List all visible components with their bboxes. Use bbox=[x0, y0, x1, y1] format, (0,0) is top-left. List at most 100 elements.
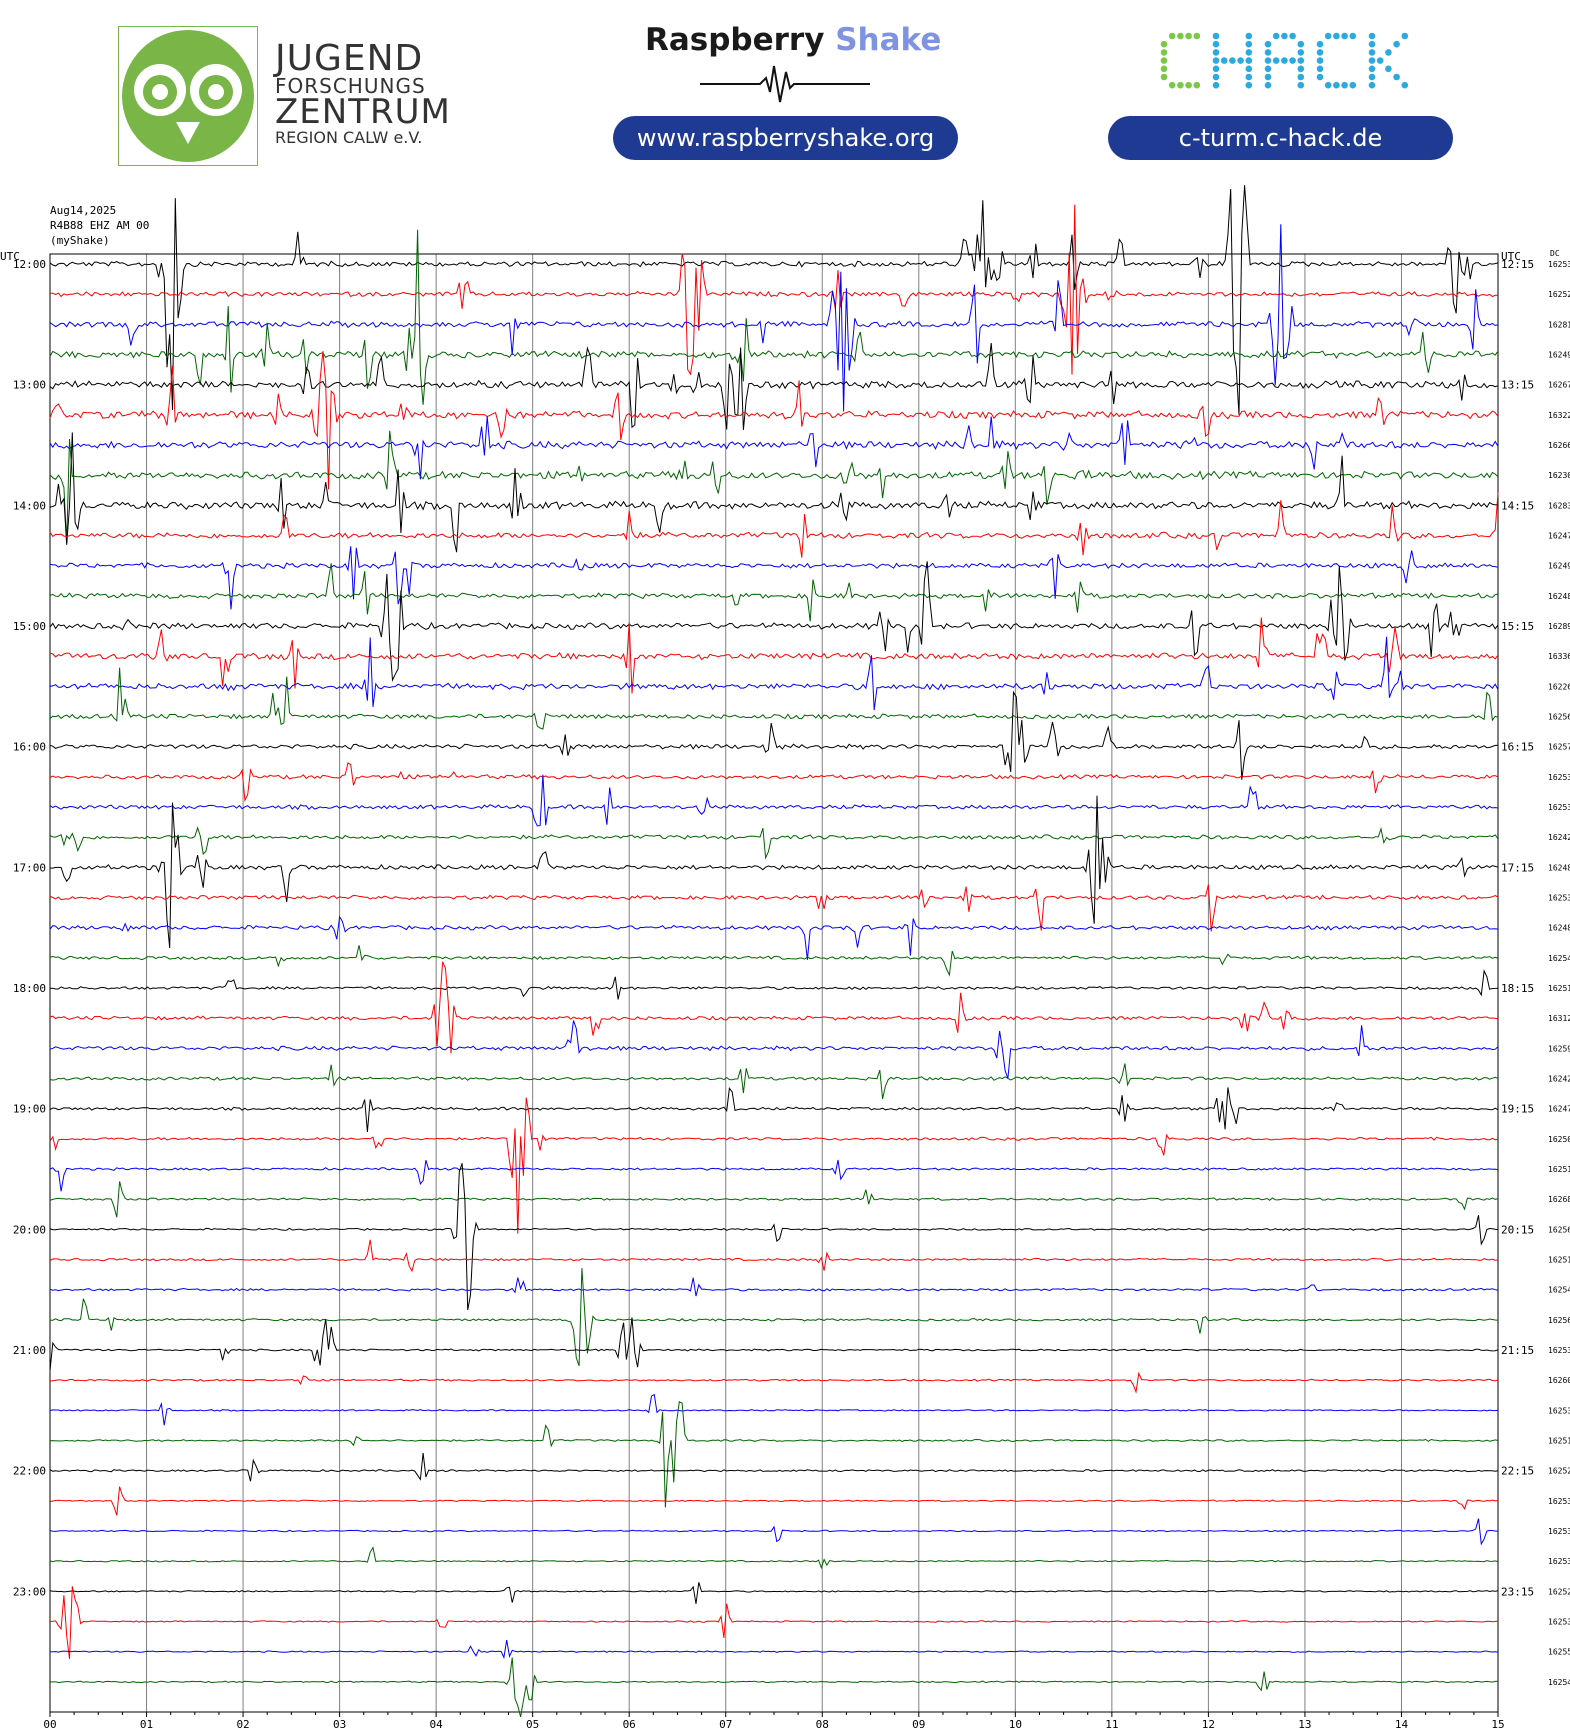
right-time-label: 20:15 bbox=[1501, 1223, 1534, 1236]
trace-line bbox=[49, 1546, 1499, 1570]
x-tick-label: 00 bbox=[43, 1718, 56, 1731]
chack-logo-dot bbox=[1376, 57, 1384, 64]
jfz-line3: ZENTRUM bbox=[275, 92, 451, 132]
trace-line bbox=[49, 1087, 1499, 1132]
dc-value: 16254 bbox=[1548, 1678, 1570, 1687]
dc-value: 16226 bbox=[1548, 682, 1570, 691]
x-axis-label: TIME (MINUTES) bbox=[708, 1730, 801, 1732]
dc-value: 16252 bbox=[1548, 290, 1570, 299]
chack-logo-dot bbox=[1393, 73, 1400, 81]
dc-value: 16252 bbox=[1548, 1467, 1570, 1476]
dc-value: 16260 bbox=[1548, 1376, 1570, 1385]
raspberryshake-url-pill[interactable]: www.raspberryshake.org bbox=[613, 116, 958, 160]
trace-line bbox=[49, 416, 1499, 480]
x-tick-label: 08 bbox=[816, 1718, 829, 1731]
chack-logo-dot bbox=[1324, 81, 1332, 89]
trace-line bbox=[49, 1063, 1499, 1100]
trace-line bbox=[49, 1181, 1499, 1218]
dc-value: 16248 bbox=[1548, 592, 1570, 601]
trace-line bbox=[49, 1163, 1499, 1311]
left-time-label: 12:00 bbox=[13, 258, 46, 271]
chack-logo-dot bbox=[1160, 40, 1168, 48]
dc-value: 16254 bbox=[1548, 1286, 1570, 1295]
chack-logo-dot bbox=[1272, 32, 1280, 40]
chart-grid bbox=[49, 253, 1499, 1717]
trace-line bbox=[49, 774, 1499, 827]
left-time-label: 23:00 bbox=[13, 1585, 46, 1598]
dc-value: 16255 bbox=[1548, 1648, 1570, 1657]
chack-logo-dot bbox=[1185, 32, 1192, 40]
dc-value: 16253 bbox=[1548, 1406, 1570, 1415]
jfz-line2: FORSCHUNGS bbox=[275, 74, 426, 98]
dc-value: 16251 bbox=[1548, 1256, 1570, 1265]
chack-url-pill[interactable]: c-turm.c-hack.de bbox=[1108, 116, 1453, 160]
trace-line bbox=[49, 915, 1499, 960]
dc-value: 16250 bbox=[1548, 1135, 1570, 1144]
chack-logo-dot bbox=[1177, 81, 1184, 89]
trace-line bbox=[49, 1239, 1499, 1273]
chack-logo-dot bbox=[1297, 73, 1305, 81]
trace-line bbox=[49, 1020, 1499, 1079]
left-time-label: 14:00 bbox=[13, 499, 46, 512]
trace-line bbox=[49, 492, 1499, 558]
right-time-label: 21:15 bbox=[1501, 1344, 1534, 1357]
chack-logo-dot bbox=[1368, 57, 1376, 64]
chack-logo-dot bbox=[1316, 49, 1324, 56]
dc-value: 16253 bbox=[1548, 260, 1570, 269]
dc-value: 16256 bbox=[1548, 1225, 1570, 1234]
chack-logo-dot bbox=[1297, 81, 1305, 89]
x-tick-label: 03 bbox=[333, 1718, 346, 1731]
left-time-label: 13:00 bbox=[13, 379, 46, 392]
chack-logo-dot bbox=[1385, 65, 1392, 73]
chack-logo-dot bbox=[1220, 57, 1228, 64]
dc-value: 16253 bbox=[1548, 1346, 1570, 1355]
chack-logo-dot bbox=[1281, 32, 1288, 40]
chack-logo-dot bbox=[1193, 32, 1201, 40]
dc-value: 16266 bbox=[1548, 441, 1570, 450]
dc-value: 16281 bbox=[1548, 320, 1570, 329]
right-time-label: 19:15 bbox=[1501, 1103, 1534, 1116]
chack-logo-dot bbox=[1341, 32, 1348, 40]
trace-line bbox=[49, 1317, 1499, 1371]
right-time-label: 22:15 bbox=[1501, 1465, 1534, 1478]
dc-value: 16242 bbox=[1548, 833, 1570, 842]
trace-line bbox=[49, 1657, 1499, 1718]
chart-frame bbox=[49, 253, 1499, 1713]
trace-line bbox=[49, 432, 1499, 553]
trace-line bbox=[49, 1401, 1499, 1508]
trace-line bbox=[49, 667, 1499, 730]
trace-line bbox=[49, 561, 1499, 683]
chack-logo-dot bbox=[1245, 57, 1253, 64]
chack-logo-dot bbox=[1264, 49, 1272, 56]
dc-value: 16259 bbox=[1548, 1044, 1570, 1053]
chack-logo-dot bbox=[1341, 81, 1348, 89]
right-time-label: 18:15 bbox=[1501, 982, 1534, 995]
x-tick-label: 13 bbox=[1298, 1718, 1311, 1731]
trace-line bbox=[49, 1582, 1499, 1604]
chart-network: (myShake) bbox=[50, 234, 110, 247]
trace-line bbox=[49, 884, 1499, 932]
chack-logo-dot bbox=[1333, 32, 1340, 40]
trace-line bbox=[49, 204, 1498, 376]
trace-line bbox=[49, 343, 1499, 430]
chack-logo-dot bbox=[1297, 65, 1305, 73]
dc-value: 16253 bbox=[1548, 803, 1570, 812]
chack-logo-dot bbox=[1160, 73, 1168, 81]
chack-logo-dot bbox=[1160, 57, 1168, 64]
chack-logo-dot bbox=[1385, 49, 1392, 56]
right-time-label: 16:15 bbox=[1501, 741, 1534, 754]
trace-line bbox=[49, 1452, 1499, 1482]
dc-value: 16251 bbox=[1548, 1165, 1570, 1174]
trace-line bbox=[49, 690, 1499, 780]
dc-value: 16253 bbox=[1548, 1527, 1570, 1536]
dc-value: 16253 bbox=[1548, 894, 1570, 903]
dc-value: 16247 bbox=[1548, 1105, 1570, 1114]
trace-line bbox=[49, 430, 1499, 543]
x-tick-label: 05 bbox=[526, 1718, 539, 1731]
chack-logo-dot bbox=[1316, 65, 1324, 73]
dc-value: 16336 bbox=[1548, 652, 1570, 661]
chack-logo-dot bbox=[1324, 32, 1332, 40]
left-time-label: 21:00 bbox=[13, 1344, 46, 1357]
